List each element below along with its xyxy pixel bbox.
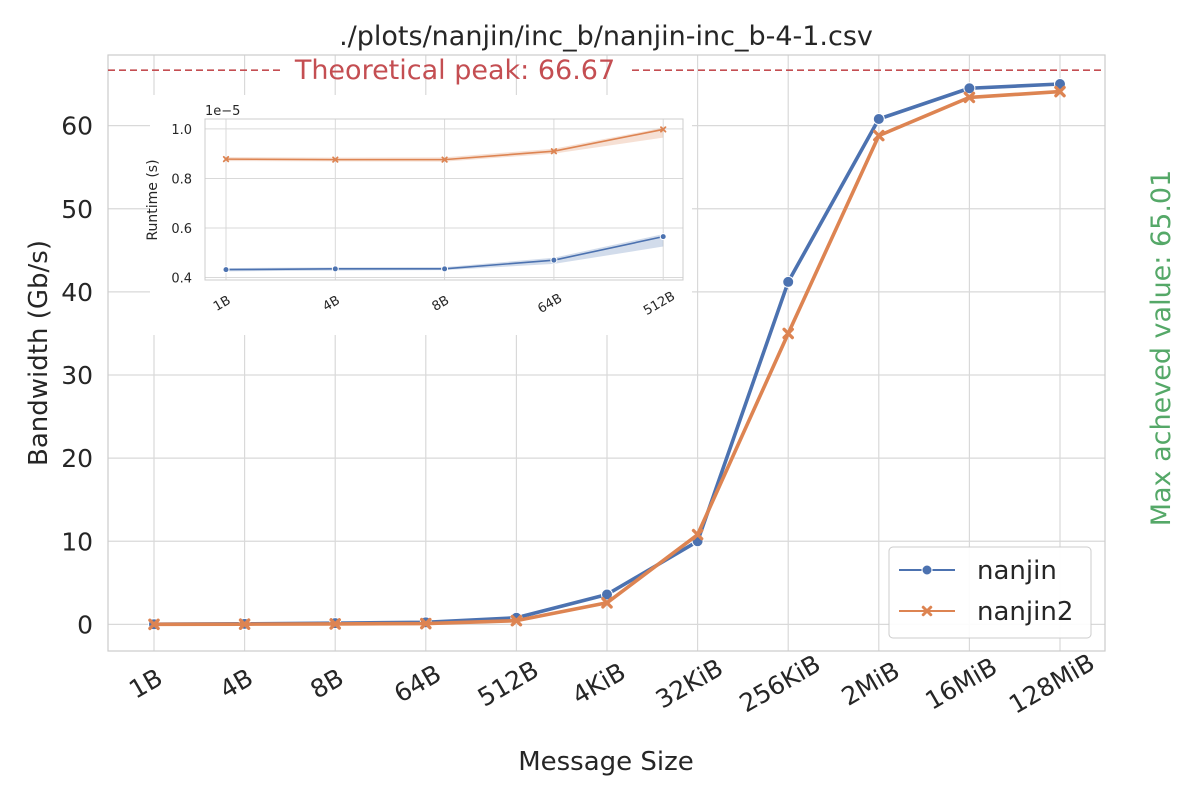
x-tick-label: 4KiB xyxy=(567,657,630,710)
x-tick-label: 16MiB xyxy=(920,652,1002,716)
legend-marker-nanjin xyxy=(921,564,933,576)
data-point-nanjin2 xyxy=(782,327,794,340)
inset-data-point-nanjin2 xyxy=(332,156,339,163)
y-tick-label: 40 xyxy=(61,278,93,307)
inset-axes-frame xyxy=(204,118,684,281)
y-tick-label: 10 xyxy=(61,527,93,556)
x-tick-label: 2MiB xyxy=(837,656,905,712)
inset-y-tick-label: 1.0 xyxy=(171,123,192,138)
main-axes-frame xyxy=(107,54,1106,652)
inset-data-point-nanjin2 xyxy=(441,156,448,163)
chart-title: ./plots/nanjin/inc_b/nanjin-inc_b-4-1.cs… xyxy=(339,21,873,52)
x-tick-label: 1B xyxy=(124,663,167,705)
x-tick-label: 512B xyxy=(473,655,544,713)
data-point-nanjin2 xyxy=(873,129,885,142)
legend-marker-nanjin2 xyxy=(921,605,933,617)
inset-data-point-nanjin2 xyxy=(222,155,230,163)
data-point-nanjin2 xyxy=(420,617,432,630)
inset-background xyxy=(150,95,692,335)
x-axis-label: Message Size xyxy=(518,747,694,777)
inset-data-point-nanjin xyxy=(659,233,667,241)
y-tick-label: 60 xyxy=(61,112,93,141)
data-point-nanjin2 xyxy=(601,597,613,609)
inset-data-point-nanjin xyxy=(441,265,449,273)
inset-x-tick-label: 8B xyxy=(430,293,452,315)
y-tick-label: 20 xyxy=(61,444,93,473)
legend-label-nanjin: nanjin xyxy=(977,556,1057,586)
inset-data-point-nanjin xyxy=(331,265,339,273)
inset-y-tick-label: 0.8 xyxy=(171,172,192,187)
data-point-nanjin xyxy=(782,275,795,288)
data-point-nanjin2 xyxy=(329,618,341,630)
inset-data-point-nanjin2 xyxy=(660,126,667,133)
inset-x-tick-label: 4B xyxy=(320,293,342,315)
data-point-nanjin2 xyxy=(691,528,704,541)
data-point-nanjin xyxy=(963,82,976,95)
y-tick-label: 30 xyxy=(61,361,93,390)
data-point-nanjin2 xyxy=(963,91,976,104)
inset-x-tick-label: 1B xyxy=(211,293,233,315)
max-achieved-annotation: Max acheved value: 65.01 xyxy=(1146,170,1177,527)
theoretical-peak-label: Theoretical peak: 66.67 xyxy=(294,55,615,86)
x-tick-label: 4B xyxy=(215,663,258,705)
data-point-nanjin xyxy=(872,113,885,126)
y-tick-label: 0 xyxy=(77,610,93,639)
x-tick-label: 8B xyxy=(305,663,348,705)
x-tick-label: 32KiB xyxy=(651,653,728,714)
data-point-nanjin2 xyxy=(510,614,523,627)
inset-data-point-nanjin2 xyxy=(550,148,558,155)
y-axis-label: Bandwidth (Gb/s) xyxy=(24,240,54,466)
x-tick-label: 128MiB xyxy=(1004,648,1099,720)
inset-offset-label: 1e−5 xyxy=(205,104,240,119)
data-point-nanjin2 xyxy=(148,618,160,631)
inset-y-axis-label: Runtime (s) xyxy=(145,159,161,240)
legend: nanjin nanjin2 xyxy=(888,546,1092,639)
inset-confidence-band-nanjin2 xyxy=(226,127,664,162)
x-tick-label: 256KiB xyxy=(735,649,826,718)
data-point-nanjin2 xyxy=(238,618,251,630)
inset-y-tick-label: 0.6 xyxy=(171,222,192,237)
inset-data-point-nanjin xyxy=(222,266,230,274)
inset-data-point-nanjin xyxy=(550,256,558,264)
inset-y-tick-label: 0.4 xyxy=(171,272,192,287)
x-tick-label: 64B xyxy=(389,659,446,709)
data-point-nanjin xyxy=(601,588,613,601)
legend-label-nanjin2: nanjin2 xyxy=(977,597,1073,627)
data-point-nanjin2 xyxy=(1054,85,1066,98)
y-tick-label: 50 xyxy=(61,195,93,224)
